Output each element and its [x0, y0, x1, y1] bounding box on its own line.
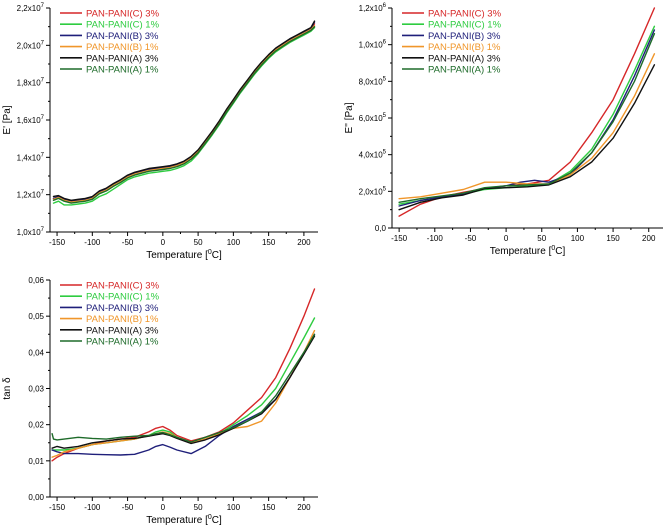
x-tick-label: 50	[194, 503, 203, 512]
series-line-pan-pani-a-1-	[52, 26, 316, 204]
legend-label: PAN-PANI(B) 1%	[86, 314, 159, 325]
y-tick-label: 1,8x107	[17, 78, 45, 88]
x-tick-label: 200	[297, 503, 311, 512]
legend-label: PAN-PANI(B) 1%	[86, 42, 159, 53]
x-axis-title: Temperature [0C]	[490, 245, 566, 257]
y-tick-label: 1,6x107	[17, 115, 45, 125]
legend-label: PAN-PANI(C) 1%	[86, 20, 160, 31]
x-tick-label: 50	[194, 238, 203, 247]
x-tick-label: 0	[161, 503, 166, 512]
legend-label: PAN-PANI(C) 3%	[86, 9, 160, 20]
y-tick-label: 1,2x106	[359, 3, 387, 13]
y-tick-label: 4,0x105	[359, 150, 387, 160]
x-tick-label: -150	[391, 234, 408, 243]
x-tick-label: 100	[571, 234, 585, 243]
legend-label: PAN-PANI(C) 3%	[428, 9, 502, 20]
x-tick-label: -100	[84, 503, 101, 512]
series-line-pan-pani-a-3-	[51, 335, 316, 449]
series-line-pan-pani-b-1-	[51, 329, 316, 458]
series-line-pan-pani-c-1-	[52, 26, 316, 206]
y-tick-label: 0,0	[375, 224, 387, 233]
y-tick-label: 0,02	[28, 421, 44, 430]
y-tick-label: 1,0x107	[17, 227, 45, 237]
y-tick-label: 2,0x105	[359, 186, 387, 196]
series-group	[398, 7, 656, 217]
series-line-pan-pani-b-3-	[398, 29, 656, 207]
x-tick-label: 200	[297, 238, 311, 247]
x-tick-label: 50	[537, 234, 546, 243]
x-tick-label: 150	[262, 503, 276, 512]
y-tick-label: 8,0x105	[359, 76, 387, 86]
series-group	[51, 288, 316, 462]
x-axis-title: Temperature [0C]	[146, 514, 222, 526]
x-tick-label: -150	[49, 238, 66, 247]
y-tick-label: 1,4x107	[17, 152, 45, 162]
legend-label: PAN-PANI(A) 3%	[86, 53, 159, 64]
x-tick-label: -50	[122, 238, 134, 247]
legend-label: PAN-PANI(A) 1%	[86, 65, 159, 76]
series-line-pan-pani-a-3-	[52, 20, 316, 201]
y-tick-label: 0,04	[28, 348, 44, 357]
x-tick-label: -50	[122, 503, 134, 512]
series-line-pan-pani-b-1-	[398, 53, 656, 200]
y-tick-label: 0,06	[28, 276, 44, 285]
legend: PAN-PANI(C) 3%PAN-PANI(C) 1%PAN-PANI(B) …	[60, 9, 160, 76]
x-tick-label: 200	[642, 234, 656, 243]
x-tick-label: 150	[606, 234, 620, 243]
legend-label: PAN-PANI(B) 1%	[428, 42, 501, 53]
legend: PAN-PANI(C) 3%PAN-PANI(C) 1%PAN-PANI(B) …	[402, 9, 502, 76]
x-tick-label: 0	[161, 238, 166, 247]
x-tick-label: 0	[504, 234, 509, 243]
y-tick-label: 0,03	[28, 385, 44, 394]
y-axis-title: tan δ	[2, 377, 13, 400]
series-line-pan-pani-a-3-	[398, 64, 656, 211]
x-tick-label: -150	[49, 503, 66, 512]
x-tick-label: 100	[227, 238, 241, 247]
x-tick-label: -100	[84, 238, 101, 247]
series-group	[52, 20, 316, 206]
x-tick-label: 150	[262, 238, 276, 247]
x-axis-title: Temperature [0C]	[146, 249, 222, 261]
y-axis-title: E'' [Pa]	[344, 102, 355, 133]
x-tick-label: -50	[465, 234, 477, 243]
legend-label: PAN-PANI(C) 1%	[428, 20, 502, 31]
y-tick-label: 1,0x106	[359, 40, 387, 50]
y-tick-label: 1,2x107	[17, 190, 45, 200]
legend-label: PAN-PANI(C) 3%	[86, 281, 160, 292]
legend-label: PAN-PANI(B) 3%	[428, 31, 501, 42]
legend-label: PAN-PANI(B) 3%	[86, 303, 159, 314]
y-tick-label: 6,0x105	[359, 113, 387, 123]
y-axis-title: E' [Pa]	[2, 105, 13, 134]
legend-label: PAN-PANI(A) 3%	[86, 325, 159, 336]
series-line-pan-pani-a-1-	[51, 333, 316, 443]
y-tick-label: 0,00	[28, 493, 44, 502]
x-tick-label: -100	[427, 234, 444, 243]
legend: PAN-PANI(C) 3%PAN-PANI(C) 1%PAN-PANI(B) …	[60, 281, 160, 348]
y-tick-label: 0,05	[28, 312, 44, 321]
series-line-pan-pani-a-1-	[398, 33, 656, 203]
y-tick-label: 0,01	[28, 457, 44, 466]
y-tick-label: 2,0x107	[17, 40, 45, 50]
legend-label: PAN-PANI(C) 1%	[86, 292, 160, 303]
legend-label: PAN-PANI(A) 1%	[428, 65, 501, 76]
x-tick-label: 100	[227, 503, 241, 512]
chart-tan-delta: -150 -100 -50 0 50 100 150 200 0,00 0,01 0,02 0,03 0…	[2, 276, 318, 526]
y-tick-label: 2,2x107	[17, 3, 45, 13]
legend-label: PAN-PANI(A) 1%	[86, 337, 159, 348]
series-line-pan-pani-b-3-	[51, 333, 316, 456]
chart-loss-modulus: -150 -100 -50 0 50 100 150 200 0,0 2,0x105 4,0x105…	[344, 3, 663, 257]
chart-storage-modulus: -150 -100 -50 0 50 100 150 200 1,0x107 1,2x107 1,4…	[2, 3, 318, 261]
legend-label: PAN-PANI(A) 3%	[428, 53, 501, 64]
legend-label: PAN-PANI(B) 3%	[86, 31, 159, 42]
